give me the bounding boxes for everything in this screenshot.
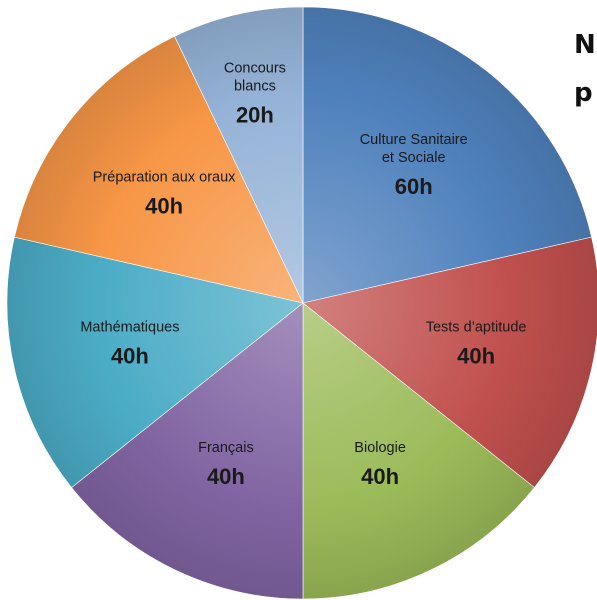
slice-value-biologie: 40h — [361, 464, 399, 489]
pie-slices — [6, 6, 597, 600]
side-text-line-2: p — [574, 78, 593, 108]
slice-value-tests-d-aptitude: 40h — [457, 344, 495, 369]
slice-label-line: Culture Sanitaire — [360, 132, 468, 148]
slice-label-concours-blancs: Concours blancs — [224, 60, 286, 94]
slice-value-culture-sanitaire-et-sociale: 60h — [395, 174, 433, 199]
slice-label-preparation-aux-oraux: Préparation aux oraux — [93, 169, 236, 185]
pie-labels: Culture Sanitaire et Sociale 60h Tests d’ap… — [80, 60, 526, 489]
slice-label-line: blancs — [234, 78, 276, 94]
slice-label-francais: Français — [198, 440, 254, 456]
slice-label-line: Concours — [224, 60, 286, 76]
pie-slice-mathematiques — [6, 236, 304, 488]
slice-label-line: Biologie — [354, 440, 406, 456]
pie-slice-francais — [71, 302, 304, 600]
slice-label-line: Tests d’aptitude — [426, 320, 527, 336]
slice-label-line: Préparation aux oraux — [93, 169, 236, 185]
slice-label-mathematiques: Mathématiques — [80, 320, 179, 336]
slice-label-line: et Sociale — [382, 150, 446, 166]
slice-value-concours-blancs: 20h — [236, 102, 274, 127]
slice-value-preparation-aux-oraux: 40h — [145, 193, 183, 218]
slice-label-tests-d-aptitude: Tests d’aptitude — [426, 320, 527, 336]
slice-label-culture-sanitaire-et-sociale: Culture Sanitaire et Sociale — [360, 132, 468, 166]
pie-slice-culture-sanitaire-et-sociale — [302, 6, 592, 304]
side-text-line-1: N — [574, 30, 596, 60]
pie-slice-biologie — [302, 302, 535, 600]
pie-slice-tests-d-aptitude — [302, 236, 597, 488]
slice-label-line: Mathématiques — [80, 320, 179, 336]
slice-label-biologie: Biologie — [354, 440, 406, 456]
slice-value-mathematiques: 40h — [111, 344, 149, 369]
slice-label-line: Français — [198, 440, 254, 456]
pie-slice-preparation-aux-oraux — [14, 35, 304, 304]
pie-slice-concours-blancs — [174, 6, 304, 304]
slice-value-francais: 40h — [207, 464, 245, 489]
